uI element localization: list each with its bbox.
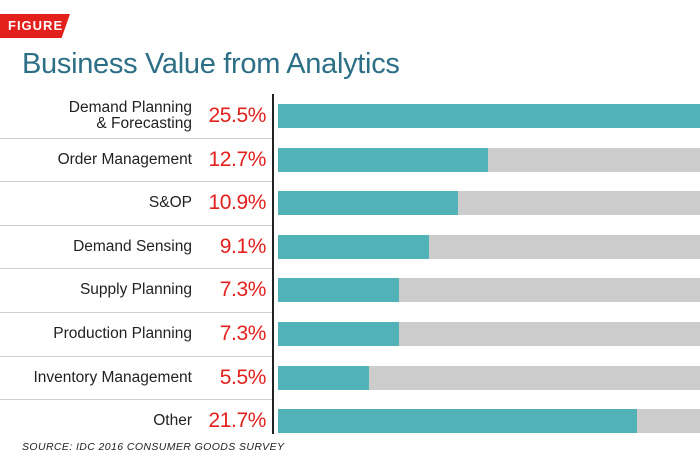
category-label: S&OP — [148, 194, 192, 212]
bar — [278, 365, 370, 390]
bar-row: Order Management 12.7% — [0, 138, 700, 182]
category-label: Demand Planning & Forecasting — [68, 99, 192, 132]
bar-track — [278, 409, 700, 434]
bar-row: Demand Planning & Forecasting 25.5% — [0, 94, 700, 138]
row-divider — [0, 224, 272, 226]
category-label: Inventory Management — [33, 368, 192, 386]
bar — [278, 191, 459, 216]
source-note: SOURCE: IDC 2016 CONSUMER GOODS SURVEY — [22, 441, 285, 453]
bar — [278, 104, 700, 128]
category-label: Other — [153, 412, 192, 430]
value-label: 5.5% — [219, 365, 267, 389]
category-label: Order Management — [57, 150, 192, 168]
bar — [278, 322, 399, 346]
category-label: Demand Sensing — [73, 237, 192, 255]
bar-row: Supply Planning 7.3% — [0, 268, 700, 312]
category-label: Supply Planning — [79, 281, 192, 299]
bar-track — [278, 365, 700, 390]
category-label: Production Planning — [53, 325, 192, 342]
bar-row: Inventory Management 5.5% — [0, 356, 700, 400]
row-divider — [0, 399, 272, 401]
value-label: 25.5% — [208, 104, 266, 127]
bar-track — [278, 234, 700, 259]
bar-track — [278, 147, 700, 172]
bar-row: S&OP 10.9% — [0, 181, 700, 225]
bar — [278, 278, 399, 303]
bar — [278, 147, 489, 172]
value-label: 7.3% — [219, 278, 267, 302]
row-divider — [0, 312, 272, 313]
row-divider — [0, 181, 272, 183]
value-label: 9.1% — [219, 234, 267, 258]
bar-row: Other 21.7% — [0, 399, 700, 443]
value-label: 21.7% — [208, 409, 266, 433]
bar-track — [278, 191, 700, 216]
bar-row: Production Planning 7.3% — [0, 312, 700, 356]
row-divider — [0, 355, 272, 357]
row-divider — [0, 137, 272, 139]
figure-label: FIGURE 9 — [0, 14, 70, 38]
value-label: 12.7% — [208, 147, 266, 171]
row-divider — [0, 268, 272, 270]
bar — [278, 409, 638, 434]
value-label: 10.9% — [208, 191, 266, 215]
bar-track — [278, 104, 700, 128]
bar-track — [278, 322, 700, 346]
chart-title: Business Value from Analytics — [22, 48, 400, 80]
bar-row: Demand Sensing 9.1% — [0, 225, 700, 269]
bar — [278, 234, 429, 259]
bar-track — [278, 278, 700, 303]
value-label: 7.3% — [219, 322, 267, 345]
axis-line — [272, 94, 274, 434]
